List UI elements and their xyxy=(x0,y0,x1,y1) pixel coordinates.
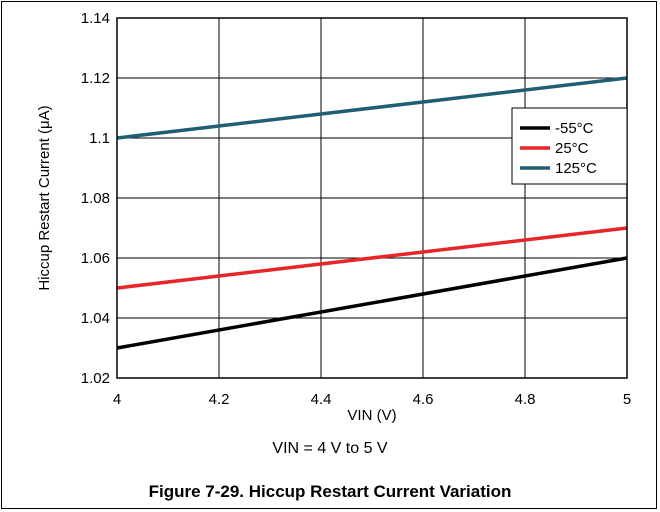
test-condition: VIN = 4 V to 5 V xyxy=(272,440,388,457)
y-tick-label: 1.06 xyxy=(81,250,110,267)
series-layer xyxy=(116,76,628,350)
grid xyxy=(116,17,628,379)
x-tick-label: 4 xyxy=(113,391,121,408)
chart: 4 4.2 4.4 4.6 4.8 5 1.021.041.061.081.11.121.… xyxy=(36,10,631,424)
legend-label: 25°C xyxy=(555,140,589,157)
plot-border xyxy=(116,17,628,379)
x-tick-label: 4.8 xyxy=(515,391,536,408)
x-tick-label: 5 xyxy=(623,391,631,408)
x-tick-label: 4.6 xyxy=(413,391,434,408)
figure-caption: Figure 7-29. Hiccup Restart Current Vari… xyxy=(148,482,512,501)
y-tick-labels: 1.02 1.04 1.06 1.08 1.1 1.12 1.14 xyxy=(81,10,110,387)
series-line-0 xyxy=(116,256,628,350)
series-line-2 xyxy=(116,76,628,140)
x-tick-labels: 4 4.2 4.4 4.6 4.8 5 xyxy=(113,391,631,408)
legend-box xyxy=(511,107,628,185)
y-tick-label: 1.1 xyxy=(89,130,110,147)
y-axis-label: Hiccup Restart Current (μA) xyxy=(36,105,53,290)
y-tick-label: 1.02 xyxy=(81,370,110,387)
x-axis-label: VIN (V) xyxy=(347,407,396,424)
x-tick-label: 4.4 xyxy=(311,391,332,408)
y-tick-label: 1.08 xyxy=(81,190,110,207)
y-tick-label: 1.12 xyxy=(81,70,110,87)
y-tick-label: 1.04 xyxy=(81,310,110,327)
legend: -55°C 25°C 125°C xyxy=(511,107,628,185)
legend-label: -55°C xyxy=(555,120,594,137)
y-tick-label: 1.14 xyxy=(81,10,110,27)
legend-label: 125°C xyxy=(555,160,597,177)
x-tick-label: 4.2 xyxy=(209,391,230,408)
series-line-1 xyxy=(116,226,628,290)
